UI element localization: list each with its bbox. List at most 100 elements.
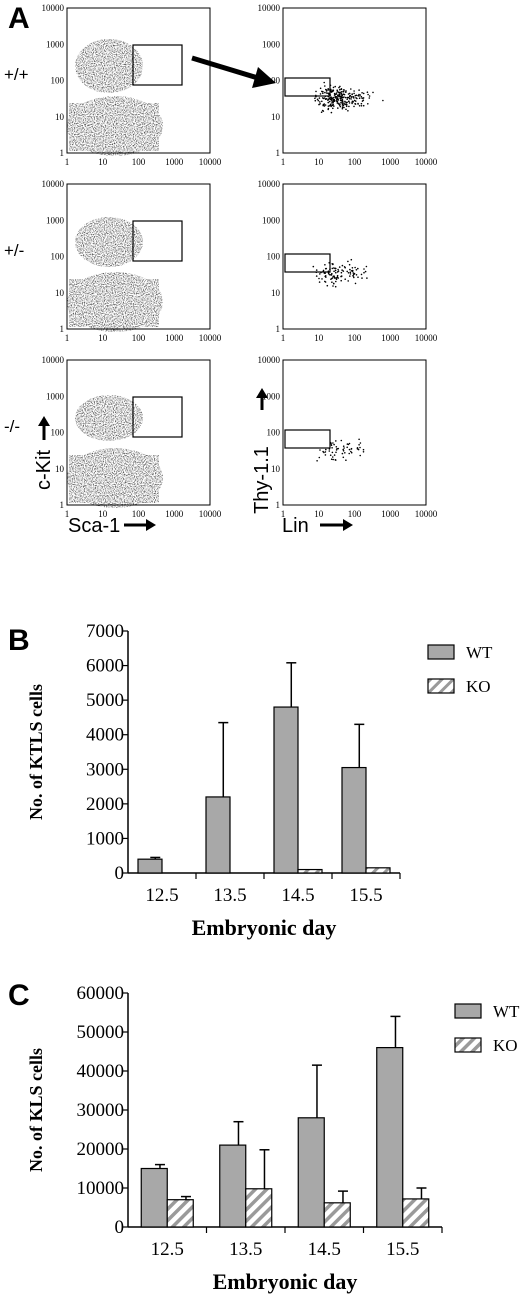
cell-dot	[363, 271, 365, 274]
cell-dot	[335, 451, 337, 454]
cell-dot	[335, 92, 338, 94]
cell-dot	[346, 101, 348, 104]
cell-dot	[351, 96, 353, 98]
legend-swatch-wt	[427, 644, 455, 660]
right-x-tick: 10000	[415, 509, 438, 519]
cell-dot	[359, 94, 362, 96]
bar-wt-12.5	[137, 858, 163, 874]
cell-dot	[315, 90, 317, 93]
cell-dot	[330, 105, 333, 108]
cell-dot	[338, 266, 341, 268]
lower-cell-cluster	[69, 103, 159, 151]
right-y-tick: 1	[276, 324, 281, 334]
cell-dot	[348, 448, 351, 451]
right-y-tick: 1000	[262, 215, 281, 225]
bar-wt-13.5	[219, 1144, 247, 1228]
cell-dot	[322, 104, 325, 106]
cell-dot	[337, 268, 339, 271]
cell-dot	[333, 443, 335, 446]
cell-dot	[330, 444, 333, 447]
cell-dot	[335, 278, 338, 281]
thy-lin-gate	[284, 253, 331, 273]
bar-ko-12.5	[166, 1199, 194, 1228]
cell-dot	[347, 110, 349, 112]
y-tick-label: 0	[115, 863, 125, 884]
left-x-tick: 100	[132, 509, 146, 519]
cell-dot	[347, 93, 350, 95]
left-y-tick: 10000	[42, 179, 65, 189]
right-y-tick: 1000	[262, 39, 281, 49]
cell-dot	[319, 93, 322, 95]
cell-dot	[323, 81, 326, 84]
cell-dot	[331, 451, 334, 454]
cell-dot	[352, 275, 355, 277]
cell-dot	[331, 456, 334, 458]
cell-dot	[362, 92, 365, 95]
bar-ko-14.5	[323, 1202, 351, 1228]
y-tick-label: 7000	[86, 621, 124, 642]
bar-ko-15.5	[365, 867, 391, 874]
cell-dot	[340, 88, 343, 91]
cell-dot	[326, 284, 329, 287]
cell-dot	[318, 281, 321, 283]
left-y-axis-label: c-Kit	[33, 450, 55, 490]
cell-dot	[352, 96, 355, 98]
cell-dot	[349, 95, 351, 97]
cell-dot	[351, 102, 353, 105]
right-y-tick: 100	[267, 428, 281, 438]
bar-wt-12.5	[140, 1167, 168, 1228]
cell-dot	[350, 98, 352, 100]
cell-dot	[327, 101, 330, 104]
cell-dot	[338, 86, 340, 89]
bar-wt-15.5	[376, 1046, 404, 1228]
cell-dot	[362, 448, 365, 451]
cell-dot	[324, 281, 327, 283]
cell-dot	[333, 276, 336, 279]
cell-dot	[328, 100, 331, 103]
cell-dot	[362, 99, 365, 101]
cell-dot	[335, 449, 338, 451]
legend-label-ko: KO	[466, 677, 491, 696]
right-x-tick: 10000	[415, 157, 438, 167]
left-y-tick: 1000	[46, 391, 65, 401]
bar-wt-14.5	[273, 706, 299, 874]
cell-dot	[333, 92, 336, 95]
cell-dot	[327, 105, 330, 107]
cell-dot	[358, 97, 361, 99]
x-tick-label: 13.5	[229, 1239, 262, 1260]
cell-dot	[324, 264, 326, 266]
cell-dot	[346, 446, 349, 449]
cell-dot	[330, 278, 332, 281]
y-tick-label: 6000	[86, 656, 124, 677]
cell-dot	[368, 95, 371, 97]
y-tick-label: 3000	[86, 759, 124, 780]
cell-dot	[343, 96, 345, 98]
thy-lin-plot-frame	[282, 359, 427, 506]
x-tick-label: 12.5	[151, 1239, 184, 1260]
cell-dot	[351, 269, 354, 272]
cell-dot	[318, 456, 321, 459]
lower-cell-cluster	[69, 279, 159, 327]
right-x-tick: 1000	[381, 333, 400, 343]
x-tick-label: 13.5	[213, 885, 246, 906]
cell-dot	[347, 272, 350, 274]
cell-dot	[323, 272, 326, 274]
cell-dot	[338, 91, 341, 94]
cell-dot	[362, 104, 365, 107]
cell-dot	[339, 105, 342, 108]
right-y-tick: 10	[271, 464, 281, 474]
cell-dot	[360, 102, 363, 105]
cell-dot	[321, 278, 323, 280]
cell-dot	[329, 454, 332, 457]
left-y-tick: 1	[60, 324, 65, 334]
cell-dot	[339, 85, 341, 88]
cell-dot	[314, 99, 317, 102]
cell-dot	[360, 273, 363, 276]
cell-dot	[324, 98, 327, 100]
cell-dot	[332, 458, 335, 461]
left-x-tick: 100	[132, 333, 146, 343]
panel-letter-a: A	[8, 2, 30, 35]
cell-dot	[327, 98, 330, 101]
right-y-tick: 10	[271, 112, 281, 122]
cell-dot	[348, 263, 351, 266]
